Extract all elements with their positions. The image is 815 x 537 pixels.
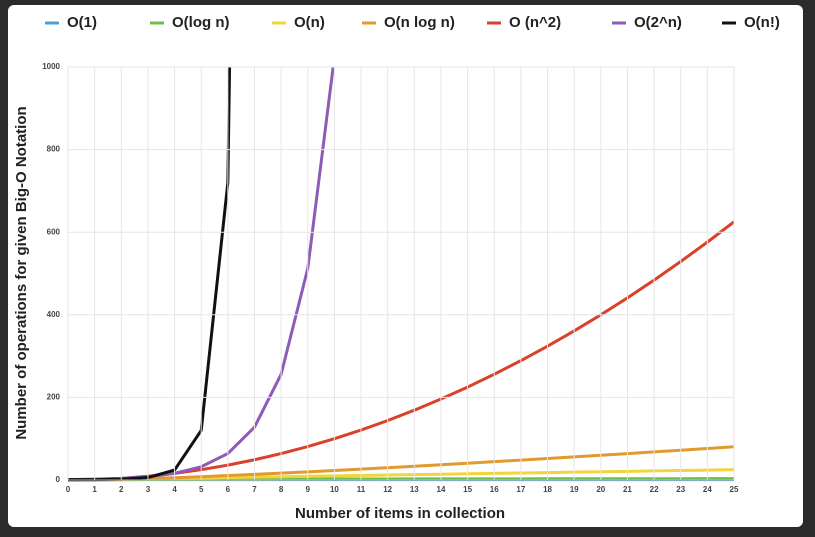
x-axis-label: Number of items in collection <box>295 505 505 522</box>
y-tick-label: 600 <box>47 227 61 236</box>
x-tick-label: 19 <box>570 485 579 494</box>
x-tick-label: 7 <box>252 485 257 494</box>
y-tick-label: 1000 <box>42 62 60 71</box>
legend-label: O(log n) <box>172 14 229 31</box>
x-tick-label: 14 <box>437 485 446 494</box>
x-tick-label: 15 <box>463 485 472 494</box>
legend-label: O(1) <box>67 14 97 31</box>
x-tick-label: 2 <box>119 485 124 494</box>
series-line <box>68 445 734 482</box>
x-tick-label: 3 <box>146 485 151 494</box>
y-tick-label: 800 <box>47 145 61 154</box>
x-tick-label: 21 <box>623 485 632 494</box>
legend-label: O(2^n) <box>634 14 682 31</box>
x-tick-label: 6 <box>226 485 231 494</box>
x-tick-label: 12 <box>383 485 392 494</box>
x-tick-label: 8 <box>279 485 284 494</box>
x-tick-label: 23 <box>676 485 685 494</box>
x-tick-label: 0 <box>66 485 71 494</box>
y-tick-label: 0 <box>56 475 61 484</box>
legend-label: O(n) <box>294 14 325 31</box>
x-tick-label: 24 <box>703 485 712 494</box>
x-tick-label: 18 <box>543 485 552 494</box>
x-tick-label: 9 <box>306 485 311 494</box>
x-tick-label: 22 <box>650 485 659 494</box>
x-tick-label: 13 <box>410 485 419 494</box>
x-tick-label: 11 <box>357 485 366 494</box>
x-tick-label: 16 <box>490 485 499 494</box>
x-tick-label: 1 <box>92 485 97 494</box>
x-tick-label: 17 <box>516 485 525 494</box>
x-tick-label: 10 <box>330 485 339 494</box>
legend-label: O (n^2) <box>509 14 561 31</box>
y-axis-label: Number of operations for given Big-O Not… <box>13 106 30 439</box>
y-tick-label: 200 <box>47 393 61 402</box>
legend-label: O(n log n) <box>384 14 455 31</box>
legend-label: O(n!) <box>744 14 780 31</box>
panel <box>8 5 803 527</box>
x-tick-label: 5 <box>199 485 204 494</box>
y-tick-label: 400 <box>47 310 61 319</box>
x-tick-label: 4 <box>172 485 177 494</box>
x-tick-label: 20 <box>596 485 605 494</box>
x-tick-label: 25 <box>730 485 739 494</box>
